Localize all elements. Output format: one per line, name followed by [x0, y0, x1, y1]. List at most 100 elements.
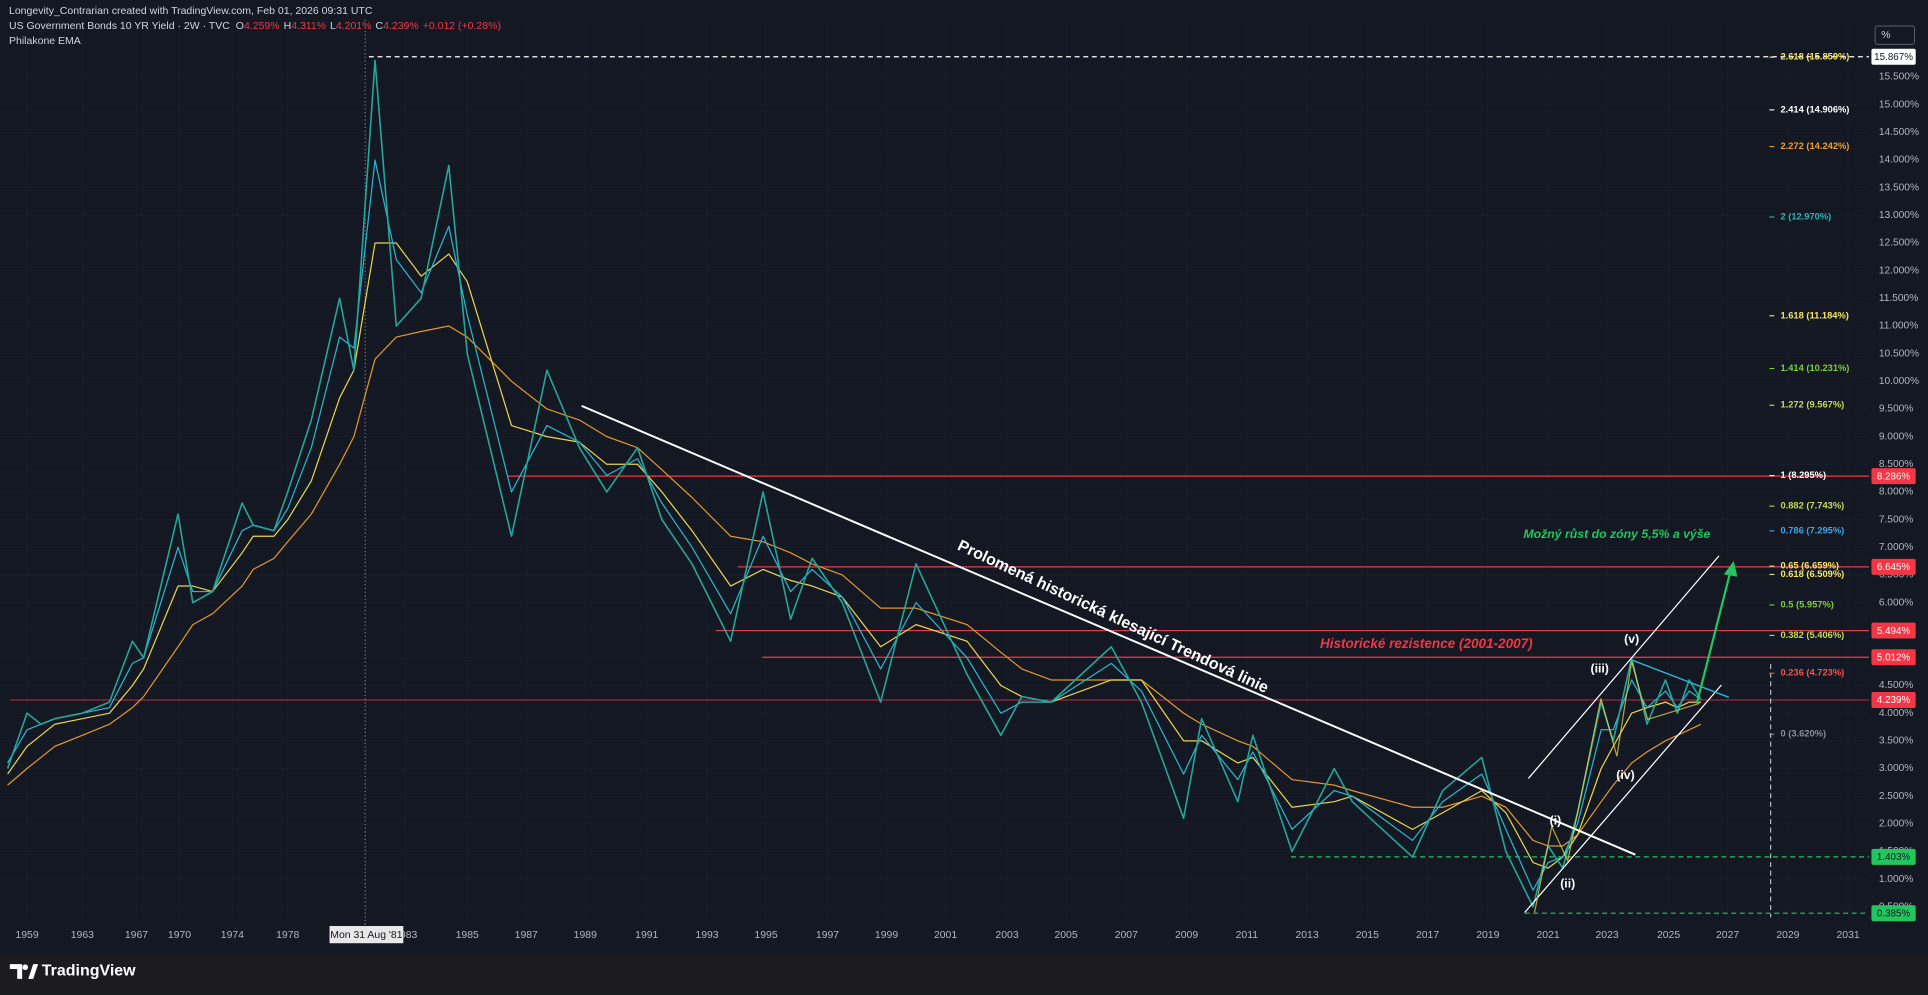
fib-level-label: 0.786 (7.295%): [1780, 525, 1844, 535]
wave-path: [1533, 661, 1700, 913]
y-tick-label: 14.000%: [1879, 155, 1919, 166]
price-tag: [1871, 905, 1916, 922]
y-tick-label: 9.500%: [1879, 404, 1914, 415]
unit-button[interactable]: [1874, 25, 1915, 45]
fib-level-label: 2.618 (15.859%): [1780, 52, 1849, 62]
x-tick-label: 2021: [1536, 930, 1559, 941]
y-tick-label: 6.500%: [1879, 570, 1914, 581]
logo-part: [22, 964, 29, 971]
price-tag-label: 8.286%: [1877, 471, 1911, 482]
symbol-line: US Government Bonds 10 YR Yield · 2W · T…: [9, 19, 501, 34]
fib-level-label: 2.414 (14.906%): [1780, 104, 1849, 114]
y-tick-label: 11.000%: [1879, 321, 1918, 332]
grid: [0, 22, 1869, 923]
fib-level-label: 1.414 (10.231%): [1780, 363, 1849, 373]
x-tick-label: 1963: [71, 930, 94, 941]
y-tick-label: 10.500%: [1879, 348, 1919, 359]
price-tag-label: 6.645%: [1877, 562, 1911, 573]
x-tick-label: 1974: [221, 930, 244, 941]
header-title: Longevity_Contrarian created with Tradin…: [9, 5, 373, 17]
annotation: Možný růst do zóny 5,5% a výše: [1523, 527, 1710, 541]
y-tick-label: 8.500%: [1879, 459, 1914, 470]
fib-level-label: 0 (3.620%): [1780, 729, 1826, 739]
x-tick-label: 2025: [1657, 930, 1680, 941]
x-tick-label: 1985: [456, 930, 479, 941]
ohlc-value: 4.311%: [291, 20, 327, 32]
price-tag: [1871, 622, 1916, 639]
ohlc-key: H: [283, 20, 292, 32]
y-tick-label: 3.000%: [1879, 763, 1914, 774]
x-tick-label: 1959: [15, 930, 38, 941]
ohlc-key: C: [375, 20, 384, 32]
price-tag-label: 5.494%: [1877, 626, 1911, 637]
price-tag-label: 0.385%: [1877, 908, 1911, 919]
fib-level-label: 0.236 (4.723%): [1780, 668, 1844, 678]
crosshair-label: Mon 31 Aug '81: [330, 930, 402, 941]
y-tick-label: 1.000%: [1879, 874, 1914, 885]
fib-level-label: 0.618 (6.509%): [1780, 569, 1844, 579]
y-tick-label: 4.500%: [1879, 680, 1914, 691]
x-tick-label: 2005: [1054, 930, 1077, 941]
wave-label: (iii): [1590, 661, 1608, 675]
x-tick-label: 2013: [1295, 930, 1318, 941]
y-tick-label: 15.500%: [1879, 72, 1919, 83]
y-tick-label: 12.000%: [1879, 265, 1919, 276]
price-tag: [1871, 48, 1916, 65]
y-tick-label: 10.000%: [1879, 376, 1919, 387]
ohlc-key: L: [330, 20, 336, 32]
y-tick-label: 6.000%: [1879, 597, 1914, 608]
y-tick-label: 2.500%: [1879, 791, 1914, 802]
y-tick-label: 7.000%: [1879, 542, 1914, 553]
ohlc-value: 4.259%: [243, 20, 280, 32]
target-arrow: [1695, 567, 1733, 704]
x-tick-label: 2023: [1595, 930, 1618, 941]
fib-level-label: 0.65 (6.659%): [1780, 561, 1839, 571]
fib-level-label: 0.5 (5.957%): [1780, 599, 1833, 609]
y-tick-label: 14.500%: [1879, 127, 1919, 138]
fib-level-label: 0.882 (7.743%): [1780, 501, 1844, 511]
price-tag: [1871, 649, 1916, 666]
y-tick-label: 12.500%: [1879, 238, 1919, 249]
y-tick-label: 13.000%: [1879, 210, 1919, 221]
fib-level-label: 1.618 (11.184%): [1780, 310, 1848, 320]
x-tick-label: 1983: [394, 930, 417, 941]
x-tick-label: 1997: [816, 930, 839, 941]
x-tick-label: 2015: [1356, 930, 1379, 941]
x-tick-label: 1991: [635, 930, 658, 941]
x-tick-label: 2007: [1115, 930, 1138, 941]
levels: [9, 56, 1869, 914]
series: [6, 59, 1702, 908]
wave-label: (v): [1624, 632, 1639, 646]
fib-level-label: 1 (8.295%): [1780, 470, 1826, 480]
crosshair-box: [329, 926, 404, 944]
logo-part: [28, 964, 39, 979]
y-tick-label: 4.000%: [1879, 708, 1914, 719]
indicator-name: Philakone EMA: [9, 35, 81, 47]
x-tick-label: 1995: [754, 930, 777, 941]
brand-logo: [9, 964, 39, 979]
fib-level-label: 0.382 (5.406%): [1780, 630, 1844, 640]
x-tick-label: 1967: [125, 930, 148, 941]
fib-level-label: 1.272 (9.567%): [1780, 400, 1844, 410]
price-tag: [1871, 848, 1916, 865]
ohlc-value: 4.201%: [335, 20, 372, 32]
x-tick-label: 2031: [1836, 930, 1859, 941]
x-tick-label: 2027: [1716, 930, 1739, 941]
arrow-head: [1723, 560, 1738, 577]
ema-line: [7, 242, 1702, 869]
brand-name: TradingView: [42, 963, 136, 980]
fib-level-label: 2.272 (14.242%): [1780, 141, 1849, 151]
price-tag-label: 1.403%: [1877, 852, 1911, 863]
y-tick-label: 15.000%: [1879, 99, 1919, 110]
price-line: [6, 59, 1702, 908]
unit-button-label[interactable]: %: [1881, 30, 1890, 41]
x-tick-label: 2009: [1175, 930, 1198, 941]
price-tag-label: 15.867%: [1874, 52, 1913, 63]
x-tick-label: 2003: [995, 930, 1018, 941]
axes: 0.500%1.000%1.500%2.000%2.500%3.000%3.50…: [15, 48, 1919, 941]
x-tick-label: 1999: [875, 930, 898, 941]
x-tick-label: 2017: [1416, 930, 1439, 941]
x-tick-label: 1970: [168, 930, 191, 941]
trend-line: [581, 404, 1636, 856]
